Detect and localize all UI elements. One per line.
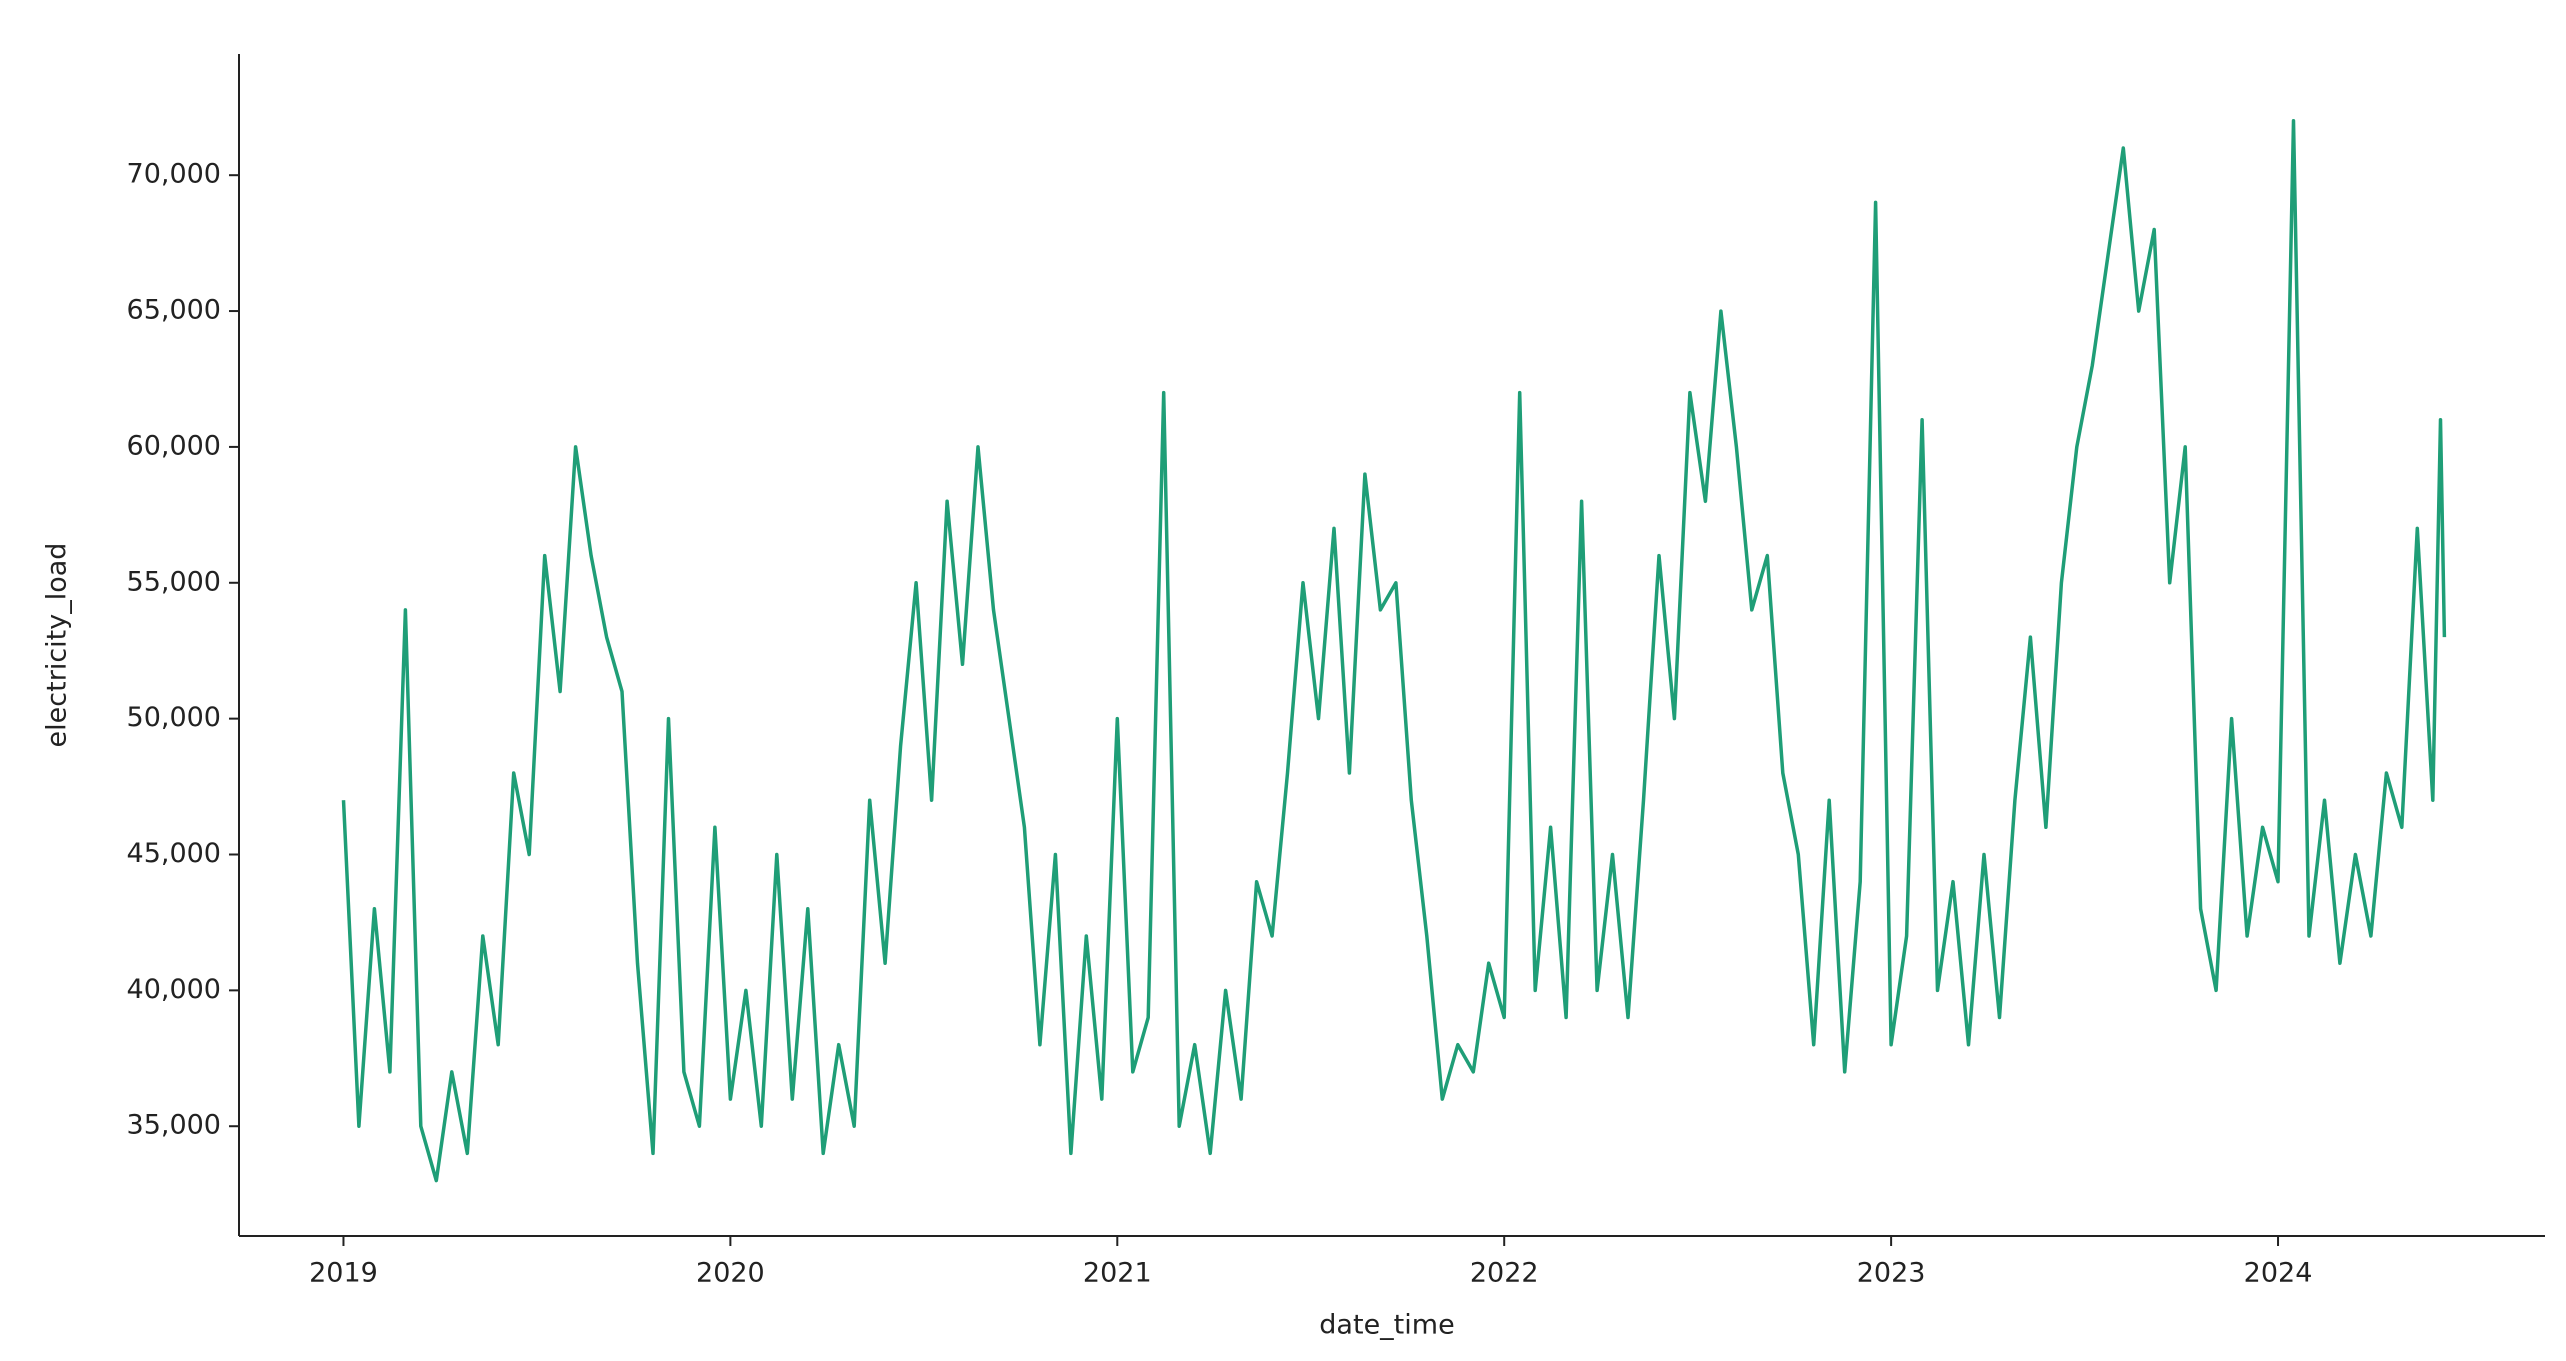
x-tick-label: 2022 xyxy=(1470,1258,1539,1289)
x-axis-label: date_time xyxy=(1319,1310,1454,1341)
y-tick-label: 55,000 xyxy=(127,566,221,597)
y-tick-label: 50,000 xyxy=(127,702,221,733)
x-tick-label: 2020 xyxy=(696,1258,765,1289)
y-tick-label: 70,000 xyxy=(127,159,221,190)
y-tick-label: 40,000 xyxy=(127,974,221,1005)
y-tick-label: 65,000 xyxy=(127,295,221,326)
y-tick-label: 45,000 xyxy=(127,838,221,869)
y-tick-label: 35,000 xyxy=(127,1110,221,1141)
x-tick-label: 2024 xyxy=(2244,1258,2313,1289)
x-tick-label: 2023 xyxy=(1857,1258,1926,1289)
y-axis-label: electricity_load xyxy=(42,543,73,748)
x-tick-label: 2019 xyxy=(309,1258,378,1289)
y-tick-label: 60,000 xyxy=(127,430,221,461)
data-line xyxy=(341,119,2447,1183)
x-tick-label: 2021 xyxy=(1083,1258,1152,1289)
